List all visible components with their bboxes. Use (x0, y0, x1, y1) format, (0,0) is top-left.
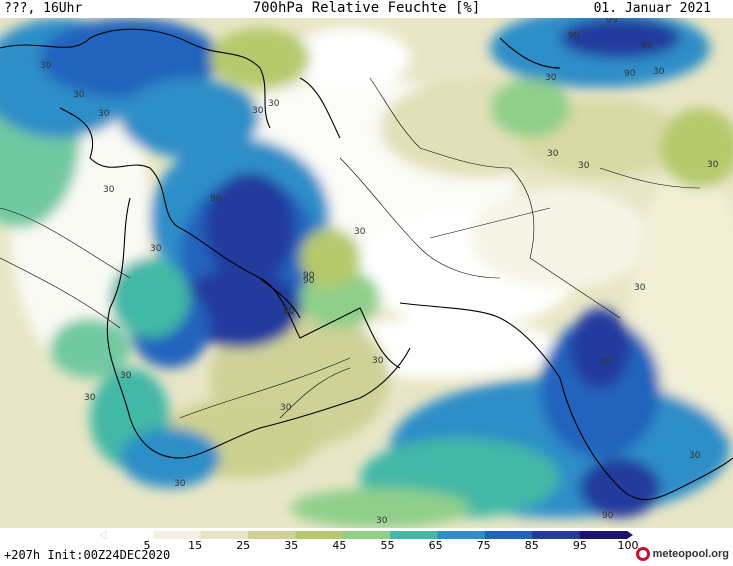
legend-swatch (532, 531, 581, 539)
borders (0, 77, 701, 419)
contour-label: 30 (268, 99, 280, 109)
meteopool-logo-icon (635, 547, 650, 561)
contour-label: 30 (376, 516, 388, 526)
contour-label: 30 (40, 61, 52, 71)
contour-label: 30 (578, 161, 590, 171)
contour-label: 30 (98, 109, 110, 119)
logo-text: meteopool.org (652, 548, 729, 560)
legend-swatch (390, 531, 439, 539)
contour-label: 30 (84, 393, 96, 403)
run-info: +207h Init:00Z24DEC2020 (4, 548, 171, 562)
contour-label: 99 (641, 41, 653, 51)
valid-time: ???, 16Uhr (4, 1, 83, 16)
contour-label: 90 (600, 358, 612, 368)
contour-label: 90 (303, 276, 315, 286)
legend-swatch (579, 531, 628, 539)
legend-tick-label: 55 (381, 539, 395, 550)
legend-swatch (484, 531, 533, 539)
header: ???, 16Uhr 700hPa Relative Feuchte [%] 0… (0, 0, 733, 18)
contour-label: 99 (606, 18, 618, 26)
legend-tick-label: 5 (144, 539, 151, 550)
contour-label: 30 (653, 67, 665, 77)
contour-label: 30 (174, 479, 186, 489)
legend-tick-label: 100 (618, 539, 639, 550)
legend-tick-label: 85 (525, 539, 539, 550)
contour-label: 90 (283, 306, 295, 316)
contour-label: 30 (707, 160, 719, 170)
legend-swatch (295, 531, 344, 539)
contour-label: 30 (150, 244, 162, 254)
humidity-fill (0, 18, 733, 528)
legend-tick-label: 15 (188, 539, 202, 550)
legend-swatch (248, 531, 296, 539)
contour-label: 30 (103, 185, 115, 195)
contour-label: 90 (283, 307, 295, 317)
legend-swatch (106, 531, 154, 539)
coastlines (0, 28, 733, 501)
contour-label: 30 (545, 73, 557, 83)
legend-swatch (437, 531, 486, 539)
color-legend: 5 15 25 35 45 55 65 75 85 95 100 (0, 528, 733, 566)
legend-tick-label: 45 (332, 539, 346, 550)
contour-labels: 30 30 30 30 90 30 30 30 30 90 90 30 30 3… (40, 18, 719, 526)
legend-tick-label: 75 (477, 539, 491, 550)
contour-label: 30 (120, 371, 132, 381)
contour-label: 90 (602, 511, 614, 521)
meteopool-logo[interactable]: meteopool.org (635, 545, 729, 563)
contour-label: 30 (354, 227, 366, 237)
legend-tick-label: 95 (573, 539, 587, 550)
valid-date: 01. Januar 2021 (593, 1, 711, 16)
contour-label: 30 (547, 149, 559, 159)
legend-swatch (200, 531, 249, 539)
contour-label: 30 (73, 90, 85, 100)
legend-swatch (153, 531, 202, 539)
contour-label: 30 (252, 106, 264, 116)
legend-bar: 5 15 25 35 45 55 65 75 85 95 100 (99, 530, 639, 552)
contour-label: 90 (624, 69, 636, 79)
legend-tick-label: 25 (236, 539, 250, 550)
legend-tick-label: 65 (429, 539, 443, 550)
contour-label: 30 (689, 451, 701, 461)
map-title: 700hPa Relative Feuchte [%] (252, 0, 481, 16)
humidity-map: 30 30 30 30 90 30 30 30 30 90 90 30 30 3… (0, 18, 733, 528)
contour-label: 30 (280, 403, 292, 413)
contour-label: 30 (634, 283, 646, 293)
contour-label: 90 (210, 194, 222, 204)
contour-label: 30 (372, 356, 384, 366)
map-canvas: 30 30 30 30 90 30 30 30 30 90 90 30 30 3… (0, 18, 733, 528)
contour-label: 90 (303, 271, 315, 281)
contour-label: 90 (568, 31, 580, 41)
legend-tick-label: 35 (284, 539, 298, 550)
legend-swatch (342, 531, 391, 539)
